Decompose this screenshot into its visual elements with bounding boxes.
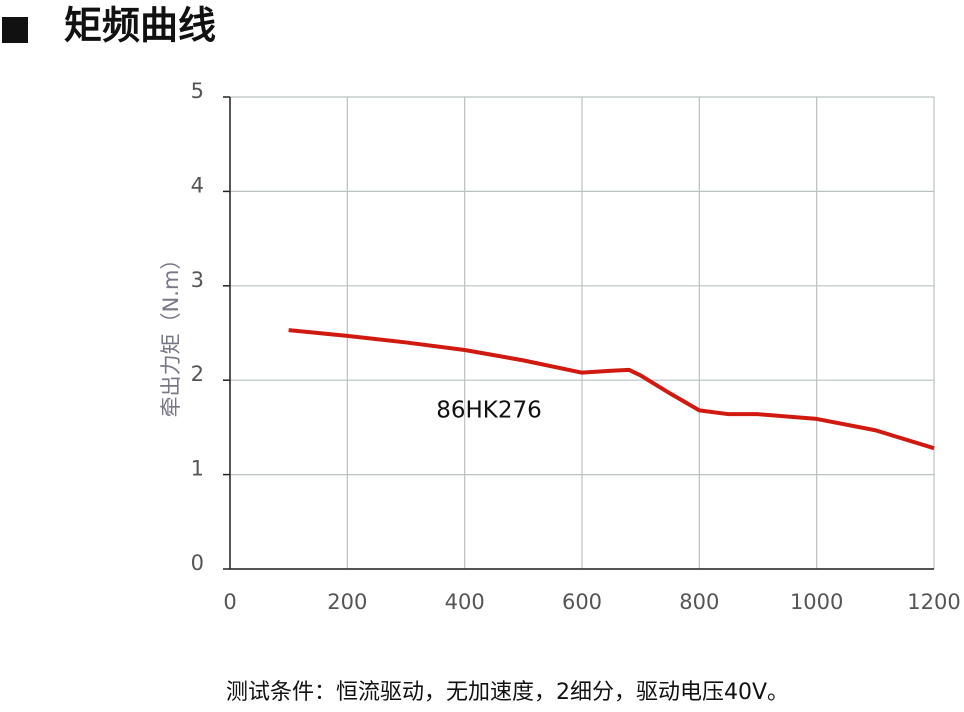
y-tick-label: 2 <box>191 362 204 386</box>
y-tick-label: 5 <box>191 79 204 103</box>
x-tick-label: 200 <box>327 590 367 614</box>
series-label: 86HK276 <box>436 398 542 424</box>
y-tick-label: 1 <box>191 457 204 481</box>
chart-title: 矩频曲线 <box>64 4 216 48</box>
x-tick-label: 1200 <box>907 590 960 614</box>
x-tick-label: 400 <box>445 590 485 614</box>
x-tick-label: 600 <box>562 590 602 614</box>
y-axis-label: 牵出力矩（N.m） <box>159 249 183 418</box>
note: 测试条件：恒流驱动，无加速度，2细分，驱动电压40V。 <box>226 680 789 705</box>
line-series <box>288 328 935 451</box>
y-tick-label: 4 <box>191 173 204 197</box>
title-marker <box>2 17 28 43</box>
x-tick-label: 800 <box>679 590 719 614</box>
x-tick-label: 0 <box>223 590 236 614</box>
y-tick-label: 0 <box>191 551 204 575</box>
x-tick-label: 1000 <box>790 590 843 614</box>
y-tick-label: 3 <box>191 268 204 292</box>
